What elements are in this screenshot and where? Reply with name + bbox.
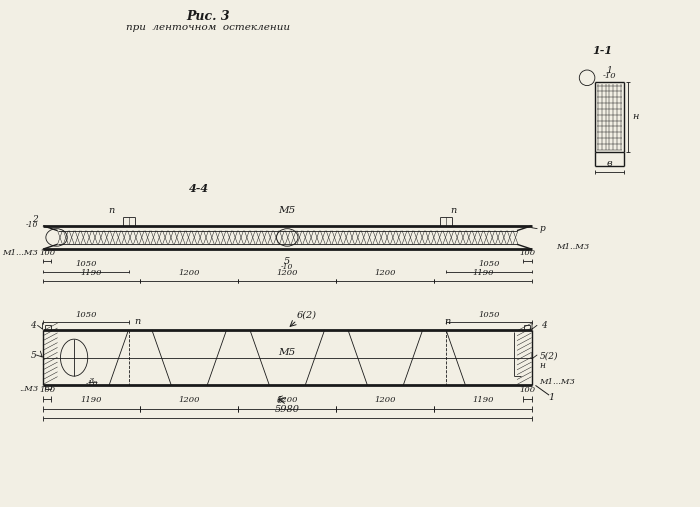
Text: М1..МЗ: М1..МЗ <box>556 243 589 251</box>
Text: п: п <box>134 317 141 325</box>
Text: ..МЗ: ..МЗ <box>19 385 38 393</box>
Text: н: н <box>540 361 545 370</box>
Text: -10: -10 <box>603 72 616 80</box>
Text: п: п <box>451 206 456 214</box>
Text: 4: 4 <box>541 320 547 330</box>
Text: 5: 5 <box>30 351 36 360</box>
Text: М5: М5 <box>279 348 296 357</box>
Text: 1190: 1190 <box>80 269 102 277</box>
Text: 1050: 1050 <box>75 260 97 268</box>
Text: 1200: 1200 <box>374 396 396 404</box>
Text: 1200: 1200 <box>178 396 200 404</box>
Text: 5: 5 <box>284 257 290 266</box>
Text: 4: 4 <box>30 320 36 330</box>
Text: при  ленточном  остеклении: при ленточном остеклении <box>127 23 290 31</box>
Text: 5980: 5980 <box>275 405 300 414</box>
Text: р: р <box>540 224 545 233</box>
Text: п: п <box>108 206 114 214</box>
Text: 1050: 1050 <box>478 260 499 268</box>
Text: М1...МЗ: М1...МЗ <box>2 249 38 257</box>
Text: 100: 100 <box>39 386 55 394</box>
Text: 3: 3 <box>89 377 95 384</box>
Text: 1: 1 <box>607 65 612 75</box>
Text: 1200: 1200 <box>178 269 200 277</box>
Text: -10: -10 <box>85 380 98 388</box>
Text: 1190: 1190 <box>473 396 494 404</box>
Text: 100: 100 <box>519 386 536 394</box>
Text: 2: 2 <box>32 215 38 225</box>
Text: б: б <box>276 395 282 405</box>
Text: 1050: 1050 <box>75 311 97 319</box>
Text: Рис. 3: Рис. 3 <box>187 10 230 23</box>
Text: -10: -10 <box>281 263 293 271</box>
Text: в: в <box>607 159 612 168</box>
Text: н: н <box>632 112 638 121</box>
Text: 1190: 1190 <box>473 269 494 277</box>
Text: 1200: 1200 <box>374 269 396 277</box>
Text: 1200: 1200 <box>276 396 298 404</box>
Text: М1...МЗ: М1...МЗ <box>540 378 575 385</box>
Text: п: п <box>444 317 450 325</box>
Text: 1: 1 <box>548 392 554 402</box>
Text: М5: М5 <box>279 206 296 214</box>
Text: 1200: 1200 <box>276 269 298 277</box>
Text: -10: -10 <box>26 221 38 229</box>
Text: 100: 100 <box>39 249 55 257</box>
Text: 1050: 1050 <box>478 311 499 319</box>
Text: 1190: 1190 <box>80 396 102 404</box>
Text: 4-4: 4-4 <box>188 183 209 194</box>
Text: 1-1: 1-1 <box>593 45 612 56</box>
Text: 6(2): 6(2) <box>297 310 317 319</box>
Text: 100: 100 <box>519 249 536 257</box>
Text: 5(2): 5(2) <box>540 351 558 360</box>
